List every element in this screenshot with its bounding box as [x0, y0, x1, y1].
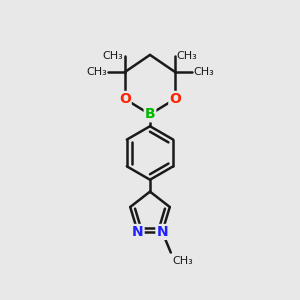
Text: O: O: [169, 92, 181, 106]
Text: CH₃: CH₃: [86, 67, 107, 77]
Text: B: B: [145, 107, 155, 121]
Text: N: N: [132, 225, 144, 239]
Text: CH₃: CH₃: [193, 67, 214, 77]
Text: CH₃: CH₃: [172, 256, 193, 266]
Text: O: O: [119, 92, 131, 106]
Text: N: N: [156, 225, 168, 239]
Text: CH₃: CH₃: [103, 51, 123, 61]
Text: CH₃: CH₃: [177, 51, 197, 61]
